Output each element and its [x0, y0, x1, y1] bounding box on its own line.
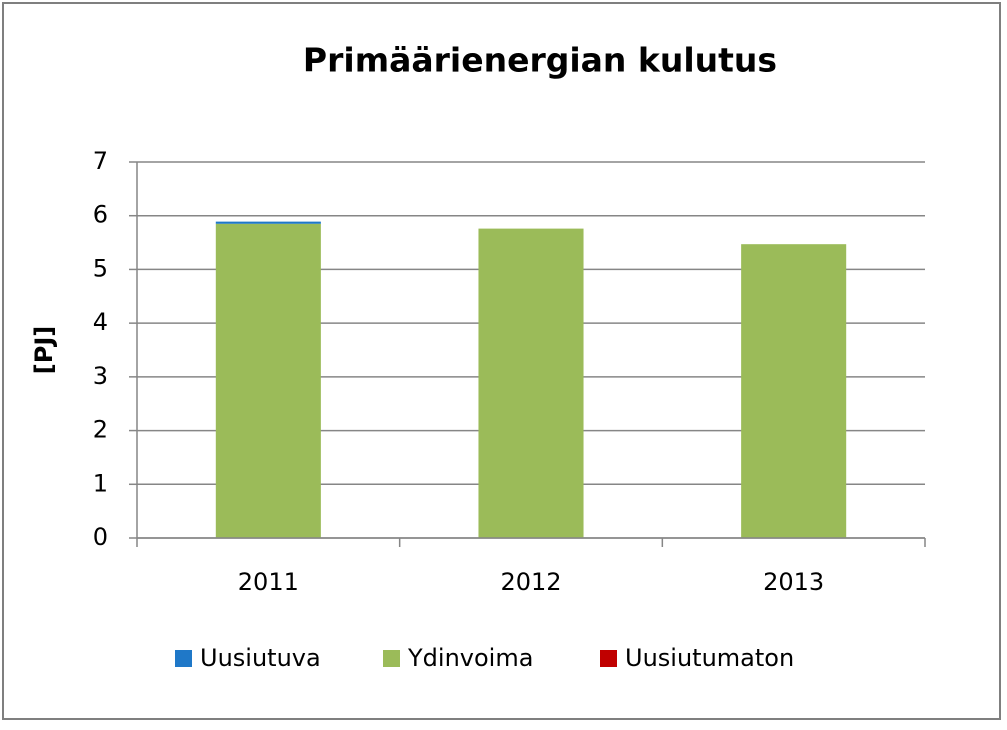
bar-segment — [215, 223, 321, 538]
x-tick-label: 2013 — [763, 568, 824, 596]
legend-label: Ydinvoima — [407, 644, 533, 672]
x-tick-label: 2011 — [238, 568, 299, 596]
bar-segment — [741, 244, 847, 538]
legend-swatch — [383, 650, 400, 667]
y-tick-label: 0 — [93, 523, 108, 551]
chart-title: Primäärienergian kulutus — [303, 41, 777, 80]
legend-label: Uusiutumaton — [625, 644, 794, 672]
legend-label: Uusiutuva — [200, 644, 321, 672]
y-tick-label: 1 — [93, 469, 108, 497]
x-tick-label: 2012 — [500, 568, 561, 596]
y-tick-label: 7 — [93, 147, 108, 175]
y-axis-label: [PJ] — [30, 326, 58, 374]
y-tick-label: 2 — [93, 416, 108, 444]
y-tick-label: 3 — [93, 362, 108, 390]
legend-swatch — [175, 650, 192, 667]
y-tick-label: 4 — [93, 308, 108, 336]
legend-swatch — [600, 650, 617, 667]
y-tick-label: 6 — [93, 201, 108, 229]
bar-segment — [478, 228, 584, 538]
y-tick-label: 5 — [93, 254, 108, 282]
bar-segment — [215, 221, 321, 224]
